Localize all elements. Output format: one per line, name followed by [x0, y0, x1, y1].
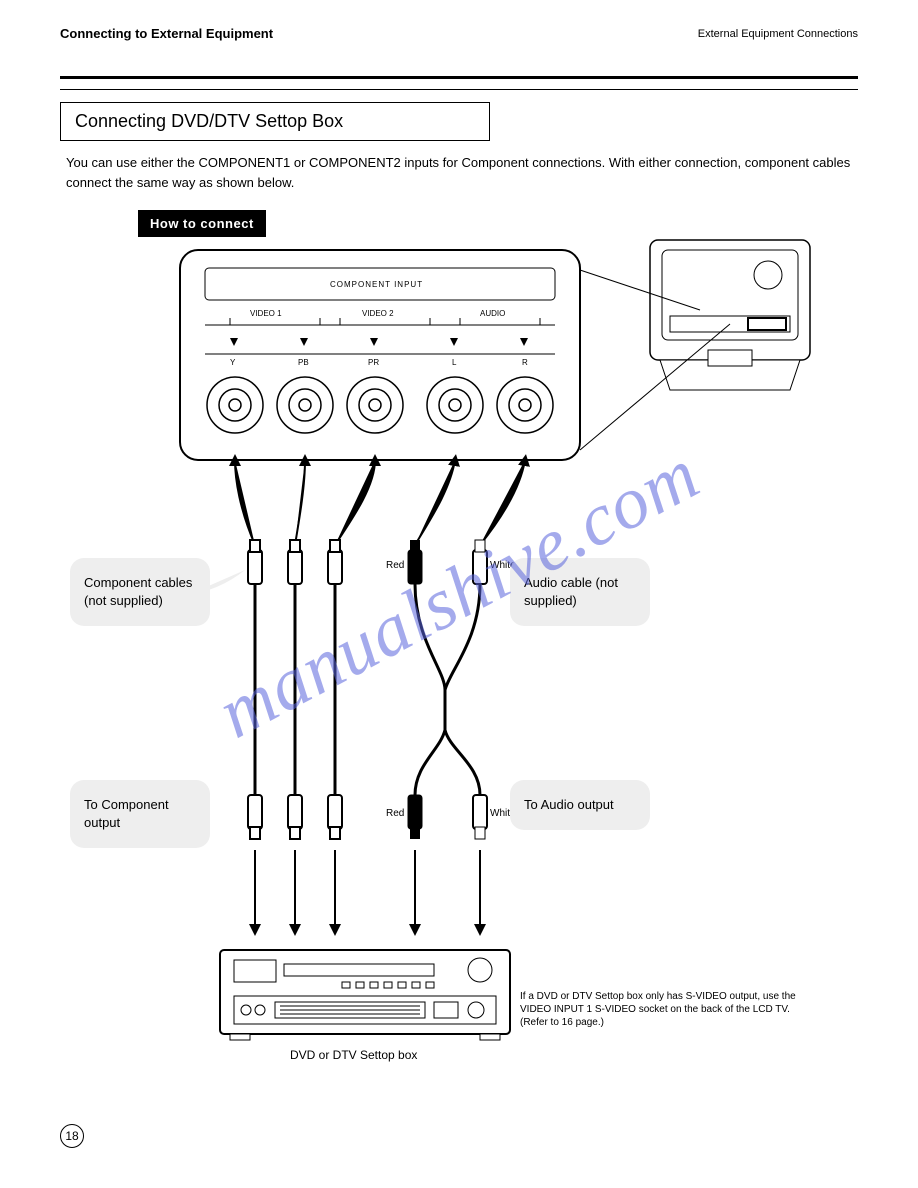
- section-header: Connecting to External Equipment: [60, 26, 273, 41]
- diagram-svg: [80, 210, 860, 1070]
- socket-audio-l: AUDIO: [480, 309, 505, 319]
- device-caption: DVD or DTV Settop box: [290, 1048, 417, 1062]
- socket-video2: VIDEO 2: [362, 309, 394, 319]
- intro-description: You can use either the COMPONENT1 or COM…: [66, 153, 852, 192]
- wiring-diagram: How to connect: [80, 210, 860, 1070]
- pin-y: Y: [230, 358, 235, 368]
- title-box: Connecting DVD/DTV Settop Box: [60, 102, 490, 141]
- manual-page: Connecting to External Equipment Externa…: [0, 0, 918, 1188]
- bubble-audio-cable: Audio cable (not supplied): [510, 558, 650, 626]
- rule-heavy: [60, 76, 858, 79]
- pin-r: R: [522, 358, 528, 368]
- bubble-component-cable: Component cables (not supplied): [70, 558, 210, 626]
- socket-video1: VIDEO 1: [250, 309, 282, 319]
- plug-red-bottom: Red: [386, 808, 404, 820]
- plug-red-top: Red: [386, 560, 404, 572]
- pin-pr: PR: [368, 358, 379, 368]
- page-number: 18: [60, 1124, 84, 1148]
- bottom-note: If a DVD or DTV Settop box only has S-VI…: [520, 990, 800, 1029]
- bubble-to-audio: To Audio output: [510, 780, 650, 830]
- bubble-to-component: To Component output: [70, 780, 210, 848]
- rule-light: [60, 89, 858, 90]
- pin-l: L: [452, 358, 456, 368]
- pin-pb: PB: [298, 358, 309, 368]
- right-header: External Equipment Connections: [698, 28, 858, 40]
- socket-header: COMPONENT INPUT: [330, 280, 423, 290]
